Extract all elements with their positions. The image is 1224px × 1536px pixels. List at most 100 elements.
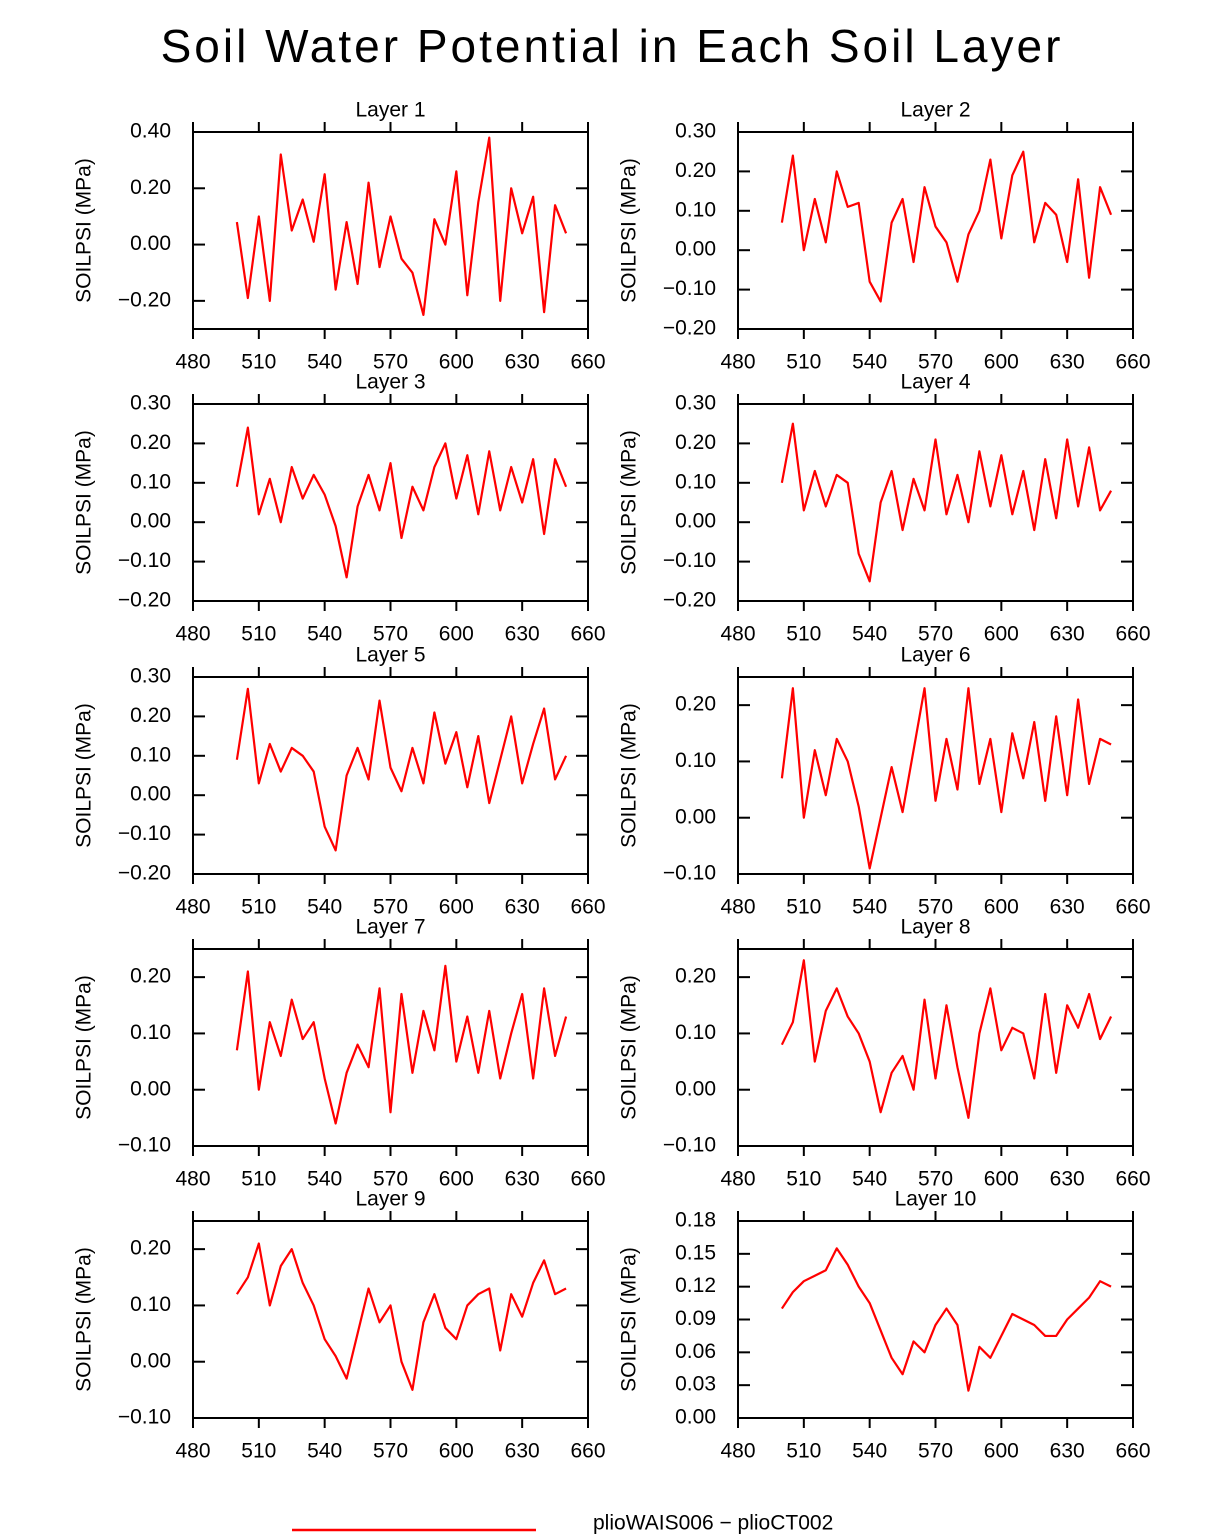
x-tick-label: 630: [1050, 1440, 1085, 1463]
plot-frame: [192, 1220, 589, 1419]
x-tick-label: 480: [720, 623, 755, 646]
y-tick-label: −0.10: [118, 549, 171, 572]
data-line: [780, 150, 1113, 303]
data-line: [235, 426, 568, 579]
y-tick-label: 0.10: [675, 198, 716, 221]
x-tick-label: 480: [720, 896, 755, 919]
x-tick-label: 660: [1115, 351, 1150, 374]
x-tick-label: 480: [175, 896, 210, 919]
y-tick-label: 0.20: [675, 693, 716, 716]
x-tick-label: 540: [852, 896, 887, 919]
y-tick-label: 0.00: [130, 783, 171, 806]
x-tick-label: 630: [505, 896, 540, 919]
x-tick-label: 660: [1115, 1440, 1150, 1463]
panel-title: Layer 4: [900, 371, 970, 394]
x-tick-label: 480: [720, 351, 755, 374]
x-tick-label: 540: [307, 896, 342, 919]
y-axis-title: SOILPSI (MPa): [73, 430, 96, 575]
panel-title: Layer 3: [355, 371, 425, 394]
y-axis-title: SOILPSI (MPa): [618, 975, 641, 1120]
panel-title: Layer 8: [900, 916, 970, 939]
x-tick-label: 510: [786, 1440, 821, 1463]
panel-title: Layer 5: [355, 644, 425, 667]
x-tick-label: 660: [1115, 623, 1150, 646]
x-tick-label: 630: [505, 623, 540, 646]
legend-label: plioWAIS006 − plioCT002: [593, 1512, 833, 1535]
y-tick-label: −0.10: [118, 822, 171, 845]
plot-frame: [737, 676, 1134, 875]
y-tick-label: −0.10: [663, 549, 716, 572]
x-tick-label: 570: [373, 896, 408, 919]
y-tick-label: −0.10: [118, 1134, 171, 1157]
panel-title: Layer 6: [900, 644, 970, 667]
x-tick-label: 570: [918, 623, 953, 646]
x-tick-label: 660: [570, 351, 605, 374]
x-tick-label: 540: [307, 623, 342, 646]
y-tick-label: 0.00: [675, 1077, 716, 1100]
x-tick-label: 660: [570, 1440, 605, 1463]
x-tick-label: 630: [1050, 623, 1085, 646]
x-tick-label: 630: [505, 1168, 540, 1191]
y-tick-label: 0.20: [675, 431, 716, 454]
x-tick-label: 540: [307, 1168, 342, 1191]
panel-title: Layer 2: [900, 99, 970, 122]
x-tick-label: 540: [852, 1168, 887, 1191]
x-tick-label: 570: [918, 1168, 953, 1191]
x-tick-label: 630: [505, 1440, 540, 1463]
y-tick-label: 0.00: [675, 238, 716, 261]
y-tick-label: −0.10: [663, 862, 716, 885]
y-tick-label: 0.15: [675, 1241, 716, 1264]
x-tick-label: 600: [439, 896, 474, 919]
x-tick-label: 510: [241, 351, 276, 374]
x-tick-label: 540: [852, 1440, 887, 1463]
panel-title: Layer 10: [895, 1188, 977, 1211]
data-line: [235, 687, 568, 852]
x-tick-label: 600: [984, 351, 1019, 374]
x-tick-label: 570: [918, 896, 953, 919]
x-tick-label: 630: [505, 351, 540, 374]
y-tick-label: 0.20: [675, 159, 716, 182]
x-tick-label: 660: [1115, 1168, 1150, 1191]
y-tick-label: 0.00: [675, 1406, 716, 1429]
x-tick-label: 570: [918, 1440, 953, 1463]
plot-frame: [737, 131, 1134, 330]
x-tick-label: 540: [852, 351, 887, 374]
x-tick-label: 480: [175, 1168, 210, 1191]
x-tick-label: 570: [373, 1168, 408, 1191]
y-tick-label: 0.30: [130, 665, 171, 688]
y-tick-label: 0.10: [130, 743, 171, 766]
x-tick-label: 510: [241, 896, 276, 919]
y-axis-title: SOILPSI (MPa): [618, 703, 641, 848]
x-tick-label: 660: [570, 1168, 605, 1191]
x-tick-label: 630: [1050, 351, 1085, 374]
y-tick-label: −0.10: [118, 1406, 171, 1429]
x-tick-label: 510: [786, 623, 821, 646]
y-tick-label: 0.30: [130, 392, 171, 415]
y-tick-label: 0.30: [675, 392, 716, 415]
x-tick-label: 660: [1115, 896, 1150, 919]
y-tick-label: −0.20: [663, 589, 716, 612]
y-tick-label: 0.20: [130, 176, 171, 199]
x-tick-label: 630: [1050, 896, 1085, 919]
y-tick-label: −0.20: [663, 317, 716, 340]
y-tick-label: 0.00: [675, 510, 716, 533]
x-tick-label: 570: [373, 623, 408, 646]
plot-frame: [192, 403, 589, 602]
y-tick-label: 0.03: [675, 1373, 716, 1396]
plot-frame: [737, 948, 1134, 1147]
panel-title: Layer 1: [355, 99, 425, 122]
plot-frame: [192, 676, 589, 875]
y-tick-label: 0.00: [130, 232, 171, 255]
x-tick-label: 600: [984, 896, 1019, 919]
y-tick-label: −0.20: [118, 288, 171, 311]
x-tick-label: 480: [175, 351, 210, 374]
y-tick-label: 0.12: [675, 1274, 716, 1297]
y-tick-label: 0.18: [675, 1209, 716, 1232]
y-axis-title: SOILPSI (MPa): [73, 158, 96, 303]
y-axis-title: SOILPSI (MPa): [73, 703, 96, 848]
x-tick-label: 600: [439, 623, 474, 646]
data-line: [235, 1242, 567, 1391]
y-tick-label: 0.20: [130, 431, 171, 454]
x-tick-label: 480: [720, 1168, 755, 1191]
y-tick-label: 0.20: [130, 704, 171, 727]
